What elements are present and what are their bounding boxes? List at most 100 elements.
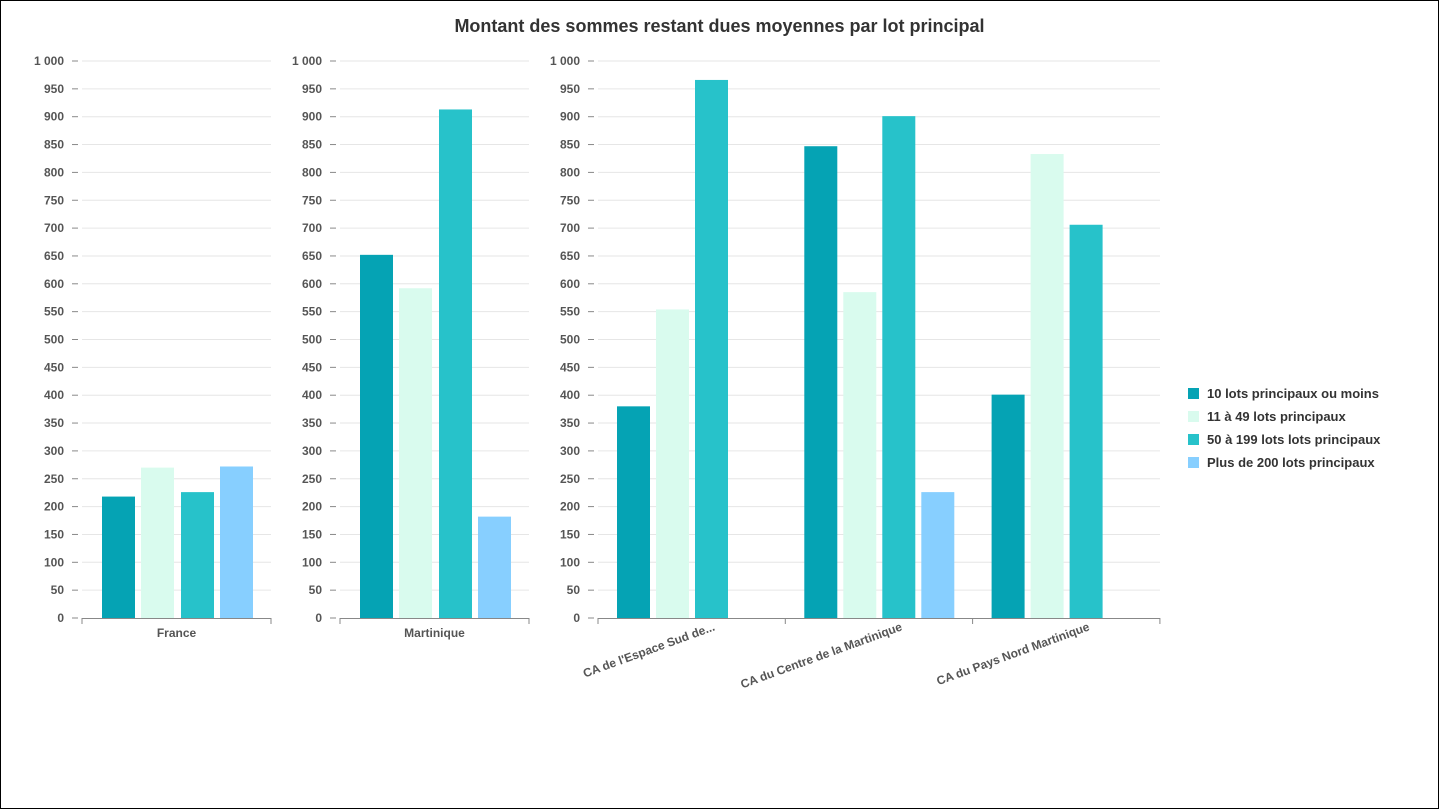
y-tick-label: 950 [560,82,580,96]
y-tick-label: 150 [302,527,322,541]
y-tick-label: 900 [44,110,64,124]
x-tick-label: CA du Pays Nord Martinique [935,620,1092,689]
y-tick-label: 700 [560,221,580,235]
y-tick-label: 300 [302,444,322,458]
legend-item[interactable]: 50 à 199 lots lots principaux [1188,428,1380,451]
y-tick-label: 950 [302,82,322,96]
bar [102,496,135,618]
bar [882,116,916,618]
bar [1069,224,1103,618]
y-tick-label: 850 [560,138,580,152]
y-tick-label: 600 [44,277,64,291]
y-tick-label: 400 [302,388,322,402]
bar [804,146,838,618]
legend-label: Plus de 200 lots principaux [1207,455,1375,470]
legend-label: 50 à 199 lots lots principaux [1207,432,1381,447]
legend: 10 lots principaux ou moins 11 à 49 lots … [1188,382,1380,474]
y-tick-label: 450 [302,360,322,374]
y-tick-label: 550 [560,305,580,319]
y-tick-label: 850 [44,138,64,152]
bar [181,492,214,618]
y-tick-label: 750 [302,193,322,207]
legend-swatch [1188,434,1199,445]
x-tick-label: Martinique [404,626,465,640]
y-tick-label: 450 [44,360,64,374]
chart-title: Montant des sommes restant dues moyennes… [454,16,985,36]
y-tick-label: 900 [560,110,580,124]
legend-item[interactable]: 11 à 49 lots principaux [1188,405,1380,428]
y-tick-label: 800 [44,165,64,179]
y-tick-label: 0 [573,611,580,625]
y-tick-label: 500 [302,333,322,347]
bar [360,254,393,618]
bar [921,492,955,618]
bar [439,109,472,619]
y-tick-label: 300 [560,444,580,458]
y-tick-label: 100 [44,555,64,569]
y-tick-label: 300 [44,444,64,458]
y-tick-label: 750 [560,193,580,207]
y-tick-label: 500 [44,333,64,347]
legend-label: 10 lots principaux ou moins [1207,386,1379,401]
y-tick-label: 800 [560,165,580,179]
y-tick-label: 900 [302,110,322,124]
y-tick-label: 950 [44,82,64,96]
y-tick-label: 400 [44,388,64,402]
y-tick-label: 600 [302,277,322,291]
legend-label: 11 à 49 lots principaux [1207,409,1346,424]
x-tick-label: CA du Centre de la Martinique [739,620,905,692]
y-tick-label: 1 000 [292,54,322,68]
bar [141,467,174,618]
y-tick-label: 50 [51,583,65,597]
y-tick-label: 500 [560,333,580,347]
x-tick-label: CA de l'Espace Sud de... [581,620,717,681]
legend-item[interactable]: 10 lots principaux ou moins [1188,382,1380,405]
y-tick-label: 150 [560,527,580,541]
bar [695,79,728,619]
y-tick-label: 200 [44,500,64,514]
y-tick-label: 100 [302,555,322,569]
bar [843,292,877,618]
y-tick-label: 850 [302,138,322,152]
y-tick-label: 800 [302,165,322,179]
y-tick-label: 0 [57,611,64,625]
y-tick-label: 1 000 [550,54,580,68]
y-tick-label: 550 [302,305,322,319]
y-tick-label: 350 [44,416,64,430]
y-tick-label: 50 [309,583,323,597]
bar [656,309,689,618]
bar [1030,154,1064,619]
legend-swatch [1188,457,1199,468]
legend-swatch [1188,388,1199,399]
y-tick-label: 100 [560,555,580,569]
y-tick-label: 700 [302,221,322,235]
bar [478,516,511,618]
y-tick-label: 350 [560,416,580,430]
y-tick-label: 150 [44,527,64,541]
bar [991,394,1025,618]
y-tick-label: 750 [44,193,64,207]
y-tick-label: 350 [302,416,322,430]
bar [399,288,432,618]
y-tick-label: 250 [560,472,580,486]
y-tick-label: 550 [44,305,64,319]
legend-item[interactable]: Plus de 200 lots principaux [1188,451,1380,474]
y-tick-label: 200 [302,500,322,514]
y-tick-label: 50 [567,583,581,597]
y-tick-label: 700 [44,221,64,235]
y-tick-label: 250 [44,472,64,486]
y-tick-label: 1 000 [34,54,64,68]
bar [220,466,253,618]
y-tick-label: 450 [560,360,580,374]
legend-swatch [1188,411,1199,422]
bar [617,406,650,618]
y-tick-label: 650 [560,249,580,263]
y-tick-label: 250 [302,472,322,486]
y-tick-label: 650 [44,249,64,263]
y-tick-label: 400 [560,388,580,402]
y-tick-label: 200 [560,500,580,514]
y-tick-label: 0 [315,611,322,625]
y-tick-label: 650 [302,249,322,263]
x-tick-label: France [157,626,197,640]
